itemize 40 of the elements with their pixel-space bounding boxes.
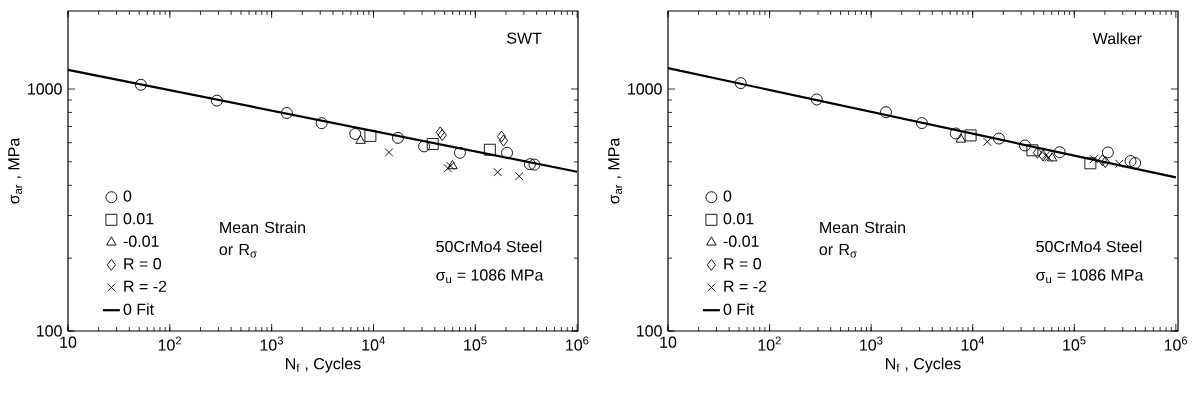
y-tick-label: 100 — [36, 325, 62, 337]
y-tick-label: 100 — [637, 325, 662, 337]
y-tick-label: 1000 — [28, 83, 62, 95]
annotation: SWT — [507, 32, 542, 44]
y-axis-title: σ$_{ar}$ , MPa — [8, 137, 23, 204]
x-tick-label: 10$^{4}$ — [362, 336, 385, 351]
legend-label: 0.01 — [723, 212, 754, 225]
annotation: 50CrMo4 Steel — [1036, 240, 1142, 253]
annotation: σ$_{u}$ = 1086 MPa — [436, 269, 544, 284]
x-axis-title: N$_{f}$ , Cycles — [286, 357, 361, 373]
x-tick-label: 10$^{2}$ — [758, 336, 781, 351]
legend-label: 0 — [123, 190, 132, 202]
y-axis-title: σ$_{ar}$ , MPa — [608, 137, 623, 204]
legend-label: -0.01 — [123, 235, 159, 247]
x-tick-label: 10$^{6}$ — [566, 336, 589, 351]
x-tick-label: 10$^{5}$ — [464, 336, 487, 351]
legend-title: Mean Strain or R$_{σ}$ — [819, 221, 905, 258]
y-tick-label: 1000 — [628, 83, 662, 95]
legend-label: R = -2 — [724, 280, 767, 292]
annotation: Walker — [1092, 32, 1142, 45]
legend-label: 0 — [723, 190, 732, 202]
legend-title: Mean Strain or R$_{σ}$ — [219, 221, 305, 258]
legend-label: 0.01 — [123, 212, 154, 225]
legend-label: 0 Fit — [123, 303, 154, 315]
annotation: 50CrMo4 Steel — [436, 240, 542, 253]
legend-label: 0 Fit — [723, 303, 754, 315]
x-tick-label: 10$^{4}$ — [961, 336, 985, 351]
x-tick-label: 10$^{3}$ — [860, 336, 883, 351]
x-tick-label: 10$^{2}$ — [158, 336, 182, 351]
x-tick-label: 10$^{3}$ — [260, 336, 283, 351]
legend-label: R = 0 — [724, 258, 762, 270]
x-axis-title: N$_{f}$ , Cycles — [886, 357, 961, 373]
x-tick-label: 10 — [60, 336, 77, 348]
legend-label: R = -2 — [124, 280, 167, 292]
x-tick-label: 10$^{6}$ — [1164, 336, 1188, 351]
annotation: σ$_{u}$ = 1086 MPa — [1036, 269, 1144, 284]
x-tick-label: 10$^{5}$ — [1063, 336, 1086, 351]
legend-label: -0.01 — [723, 235, 759, 247]
x-tick-label: 10 — [660, 336, 677, 348]
legend-label: R = 0 — [124, 258, 162, 270]
